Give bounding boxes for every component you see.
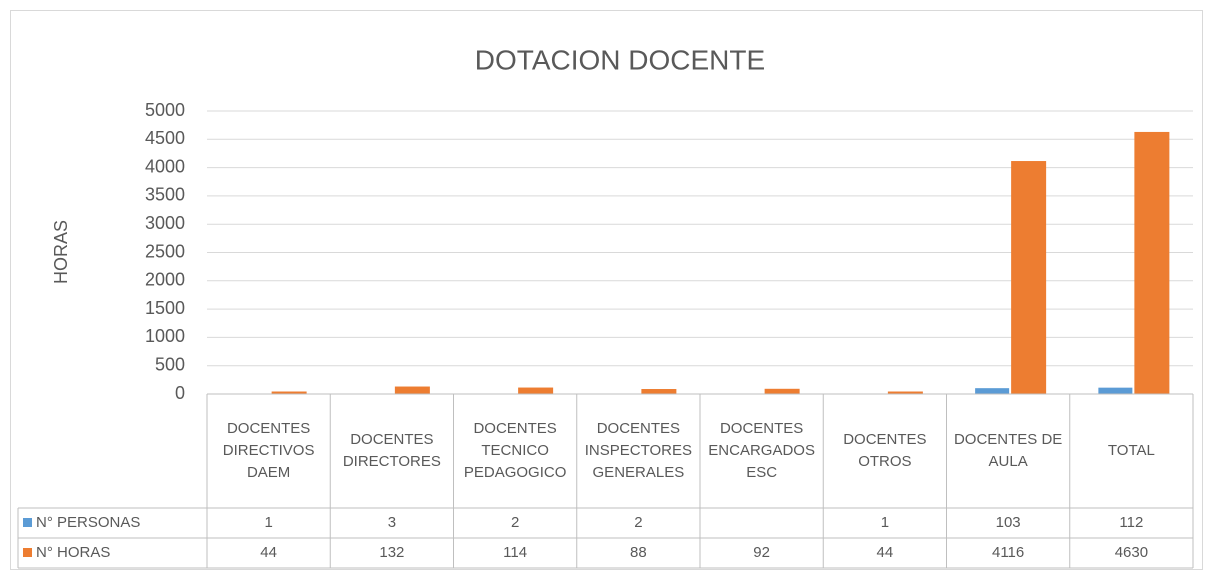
x-tick-label: DOCENTES TECNICO PEDAGOGICO: [463, 420, 567, 481]
table-value: 112: [1119, 514, 1144, 531]
y-tick-label: 2000: [145, 270, 185, 290]
bar: [1011, 161, 1047, 394]
table-value: 44: [876, 544, 894, 561]
table-value: 88: [630, 544, 647, 561]
chart-frame: [10, 10, 1203, 570]
legend-label: N° PERSONAS: [36, 514, 141, 531]
table-value: 132: [379, 544, 405, 561]
y-tick-label: 3500: [145, 185, 185, 205]
table-value: 4630: [1114, 544, 1149, 561]
x-tick-label: DOCENTES DIRECTIVOS DAEM: [222, 420, 315, 481]
table-value: 1: [880, 514, 890, 531]
table-value: 1: [264, 514, 273, 531]
x-tick-label: DOCENTES ENCARGADOS ESC: [708, 420, 815, 481]
table-value: 3: [387, 514, 397, 531]
y-tick-label: 3000: [145, 213, 185, 233]
x-tick-label: DOCENTES OTROS: [843, 431, 927, 470]
bar: [764, 388, 800, 394]
y-tick-label: 1500: [145, 298, 185, 318]
table-value: 2: [634, 514, 643, 531]
y-tick-label: 5000: [145, 100, 185, 120]
legend-key: [23, 548, 32, 557]
x-tick-label: TOTAL: [1107, 442, 1155, 459]
table-value: 92: [753, 544, 770, 561]
y-tick-label: 4000: [145, 156, 185, 176]
table-value: 44: [260, 544, 277, 561]
bar: [887, 391, 923, 394]
bar: [1098, 387, 1133, 394]
table-value: 2: [510, 514, 520, 531]
legend-key: [23, 518, 32, 527]
bar: [394, 386, 430, 394]
y-axis-title: HORAS: [51, 220, 71, 284]
table-value: 114: [503, 544, 528, 561]
bar: [271, 391, 307, 394]
y-tick-label: 4500: [145, 128, 185, 148]
y-tick-label: 500: [155, 354, 185, 374]
x-tick-label: DOCENTES DE AULA: [953, 431, 1063, 470]
bar: [518, 387, 554, 394]
x-tick-label: DOCENTES DIRECTORES: [342, 431, 441, 470]
y-tick-label: 2500: [145, 241, 185, 261]
chart-title: DOTACION DOCENTE: [475, 44, 765, 75]
table-value: 4116: [991, 544, 1025, 561]
x-tick-label: DOCENTES INSPECTORES GENERALES: [584, 420, 692, 481]
bar: [641, 389, 677, 394]
y-tick-label: 0: [175, 383, 185, 403]
bar: [1134, 131, 1170, 394]
bar: [975, 388, 1010, 394]
table-value: 103: [995, 514, 1021, 531]
y-tick-label: 1000: [145, 326, 185, 346]
legend-label: N° HORAS: [36, 544, 111, 561]
